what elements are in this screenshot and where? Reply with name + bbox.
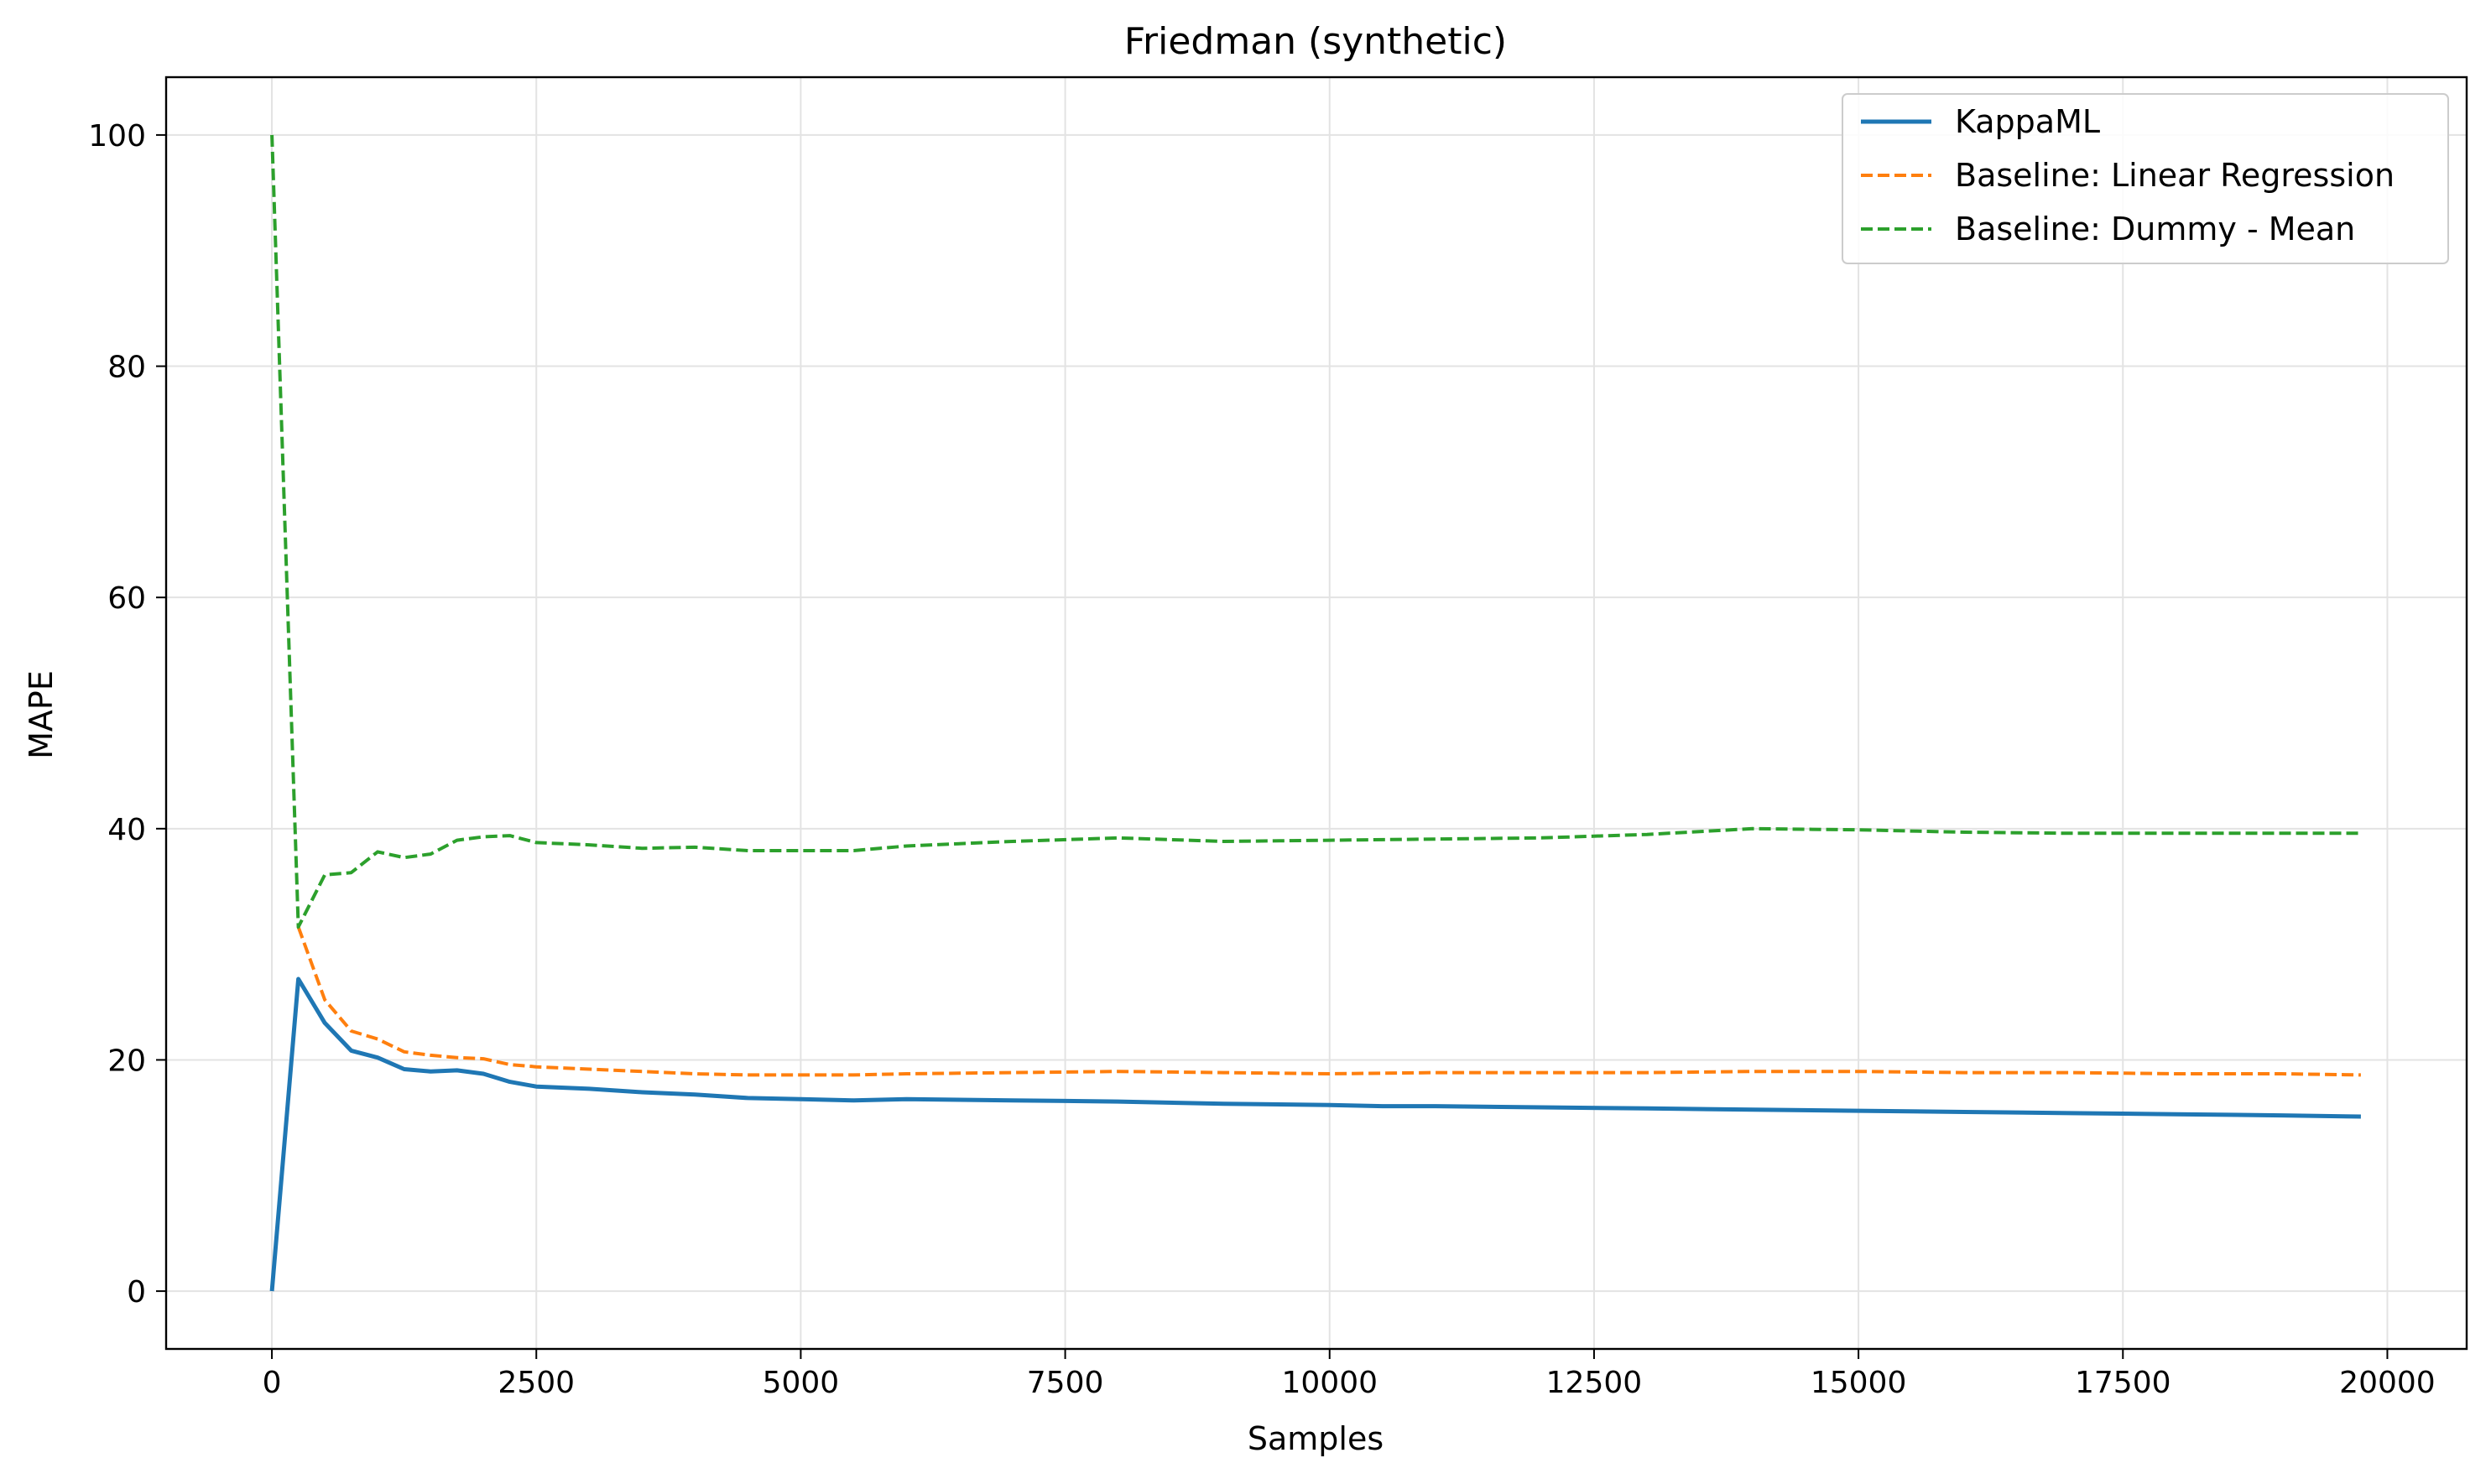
y-axis-title: MAPE (23, 670, 60, 759)
x-tick-label: 5000 (763, 1366, 840, 1400)
x-tick-label: 0 (263, 1366, 282, 1400)
y-tick-label: 40 (107, 813, 146, 847)
chart-title: Friedman (synthetic) (1124, 20, 1507, 63)
legend-label: Baseline: Linear Regression (1955, 157, 2395, 194)
x-tick-label: 17500 (2075, 1366, 2171, 1400)
y-tick-label: 100 (88, 119, 146, 154)
grid (166, 77, 2467, 1349)
x-axis-title: Samples (1248, 1420, 1384, 1457)
x-tick-label: 2500 (498, 1366, 575, 1400)
x-tick-label: 10000 (1281, 1366, 1378, 1400)
legend-box (1842, 93, 2449, 264)
y-tick-label: 80 (107, 351, 146, 385)
series-line-2 (296, 926, 2361, 1077)
x-axis: 0 2500 5000 7500 10000 12500 15000 17500 20000 (263, 1349, 2436, 1400)
y-tick-label: 20 (107, 1044, 146, 1078)
series-line-1 (269, 976, 2361, 1292)
series-line-3 (270, 134, 2361, 929)
x-tick-label: 20000 (2339, 1366, 2436, 1400)
x-tick-label: 12500 (1546, 1366, 1643, 1400)
y-tick-label: 60 (107, 581, 146, 616)
x-tick-label: 7500 (1027, 1366, 1104, 1400)
x-tick-label: 15000 (1811, 1366, 1907, 1400)
legend-label: KappaML (1955, 103, 2100, 140)
series-layer (269, 134, 2361, 1292)
legend: KappaML Baseline: Linear Regression Baseli… (1842, 93, 2449, 264)
y-tick-label: 0 (127, 1275, 146, 1310)
plot-frame (164, 76, 2468, 1351)
legend-label: Baseline: Dummy - Mean (1955, 211, 2355, 247)
y-axis: 0 20 40 60 80 100 (88, 119, 166, 1310)
